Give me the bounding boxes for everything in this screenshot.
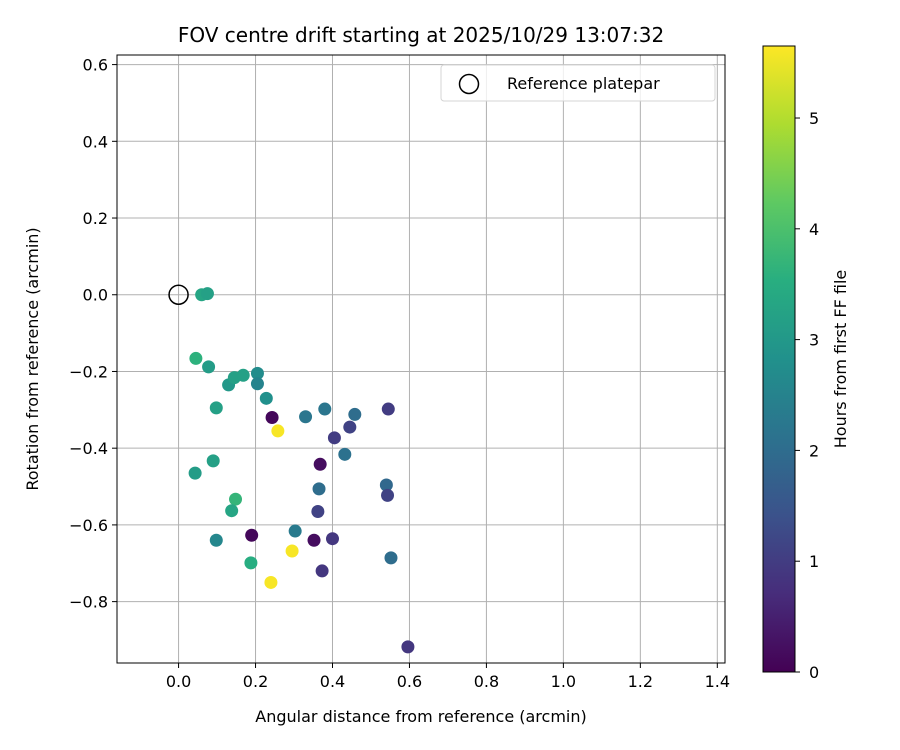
data-point [384,551,398,565]
plot-frame [116,54,726,664]
data-point [250,377,264,391]
reference-platepar-marker [168,284,189,305]
colorbar-gradient [763,46,795,672]
data-point [381,488,395,502]
data-point [229,492,243,506]
colorbar-tick-label: 5 [809,109,819,128]
colorbar-label: Hours from first FF file [831,270,850,449]
data-point [325,532,339,546]
x-axis-ticks: 0.0 0.2 0.4 0.6 0.8 1.0 1.2 1.4 [166,663,730,691]
chart-title: FOV centre drift starting at 2025/10/29 … [178,23,664,47]
data-point [225,504,239,518]
data-point [318,402,332,416]
data-point [313,457,327,471]
data-point [307,533,321,547]
x-axis-label: Angular distance from reference (arcmin) [255,707,586,726]
x-tick-label: 0.4 [320,672,345,691]
data-point [343,420,357,434]
x-tick-label: 0.2 [243,672,268,691]
x-tick-label: 1.4 [705,672,730,691]
colorbar-tick-label: 4 [809,220,819,239]
data-point [236,368,250,382]
data-point [285,544,299,558]
legend-box [440,64,716,102]
data-point [202,360,216,374]
y-tick-label: 0.6 [83,56,108,75]
data-point [338,447,352,461]
data-point [264,575,278,589]
legend-label: Reference platepar [507,74,660,93]
y-axis-ticks: 0.6 0.4 0.2 0.0 −0.2 −0.4 −0.6 −0.8 [69,56,117,612]
data-point [188,466,202,480]
data-point [250,366,264,380]
y-axis-label: Rotation from reference (arcmin) [23,227,42,490]
x-tick-label: 0.8 [474,672,499,691]
colorbar-tick-label: 2 [809,441,819,460]
colorbar: 0 1 2 3 4 5 Hours from first FF file [762,45,850,682]
y-tick-label: 0.4 [83,132,108,151]
legend-marker-icon [458,73,480,95]
data-point [271,424,285,438]
colorbar-tick-label: 1 [809,552,819,571]
data-point [259,391,273,405]
y-tick-label: 0.0 [83,286,108,305]
x-tick-label: 0.6 [397,672,422,691]
data-point [312,482,326,496]
data-point [401,640,415,654]
data-point [348,407,362,421]
y-tick-label: −0.4 [69,439,108,458]
x-tick-label: 0.0 [166,672,191,691]
colorbar-tick-label: 3 [809,331,819,350]
data-point [379,478,393,492]
legend: Reference platepar [440,64,716,102]
grid-lines [117,55,725,663]
data-point [288,524,302,538]
colorbar-frame [762,45,796,673]
data-point [244,556,258,570]
data-point [327,431,341,445]
data-point [245,528,259,542]
data-point [299,410,313,424]
data-point [381,402,395,416]
x-tick-label: 1.2 [628,672,653,691]
data-points [168,284,415,654]
colorbar-tick-label: 0 [809,663,819,682]
y-tick-label: 0.2 [83,209,108,228]
data-point [189,351,203,365]
y-tick-label: −0.8 [69,593,108,612]
colorbar-ticks: 0 1 2 3 4 5 [795,109,819,682]
data-point [206,454,220,468]
y-tick-label: −0.2 [69,362,108,381]
y-tick-label: −0.6 [69,516,108,535]
data-point [209,401,223,415]
data-point [209,533,223,547]
data-point [200,287,214,301]
data-point [311,504,325,518]
data-point [315,564,329,578]
data-point [265,410,279,424]
x-tick-label: 1.0 [551,672,576,691]
